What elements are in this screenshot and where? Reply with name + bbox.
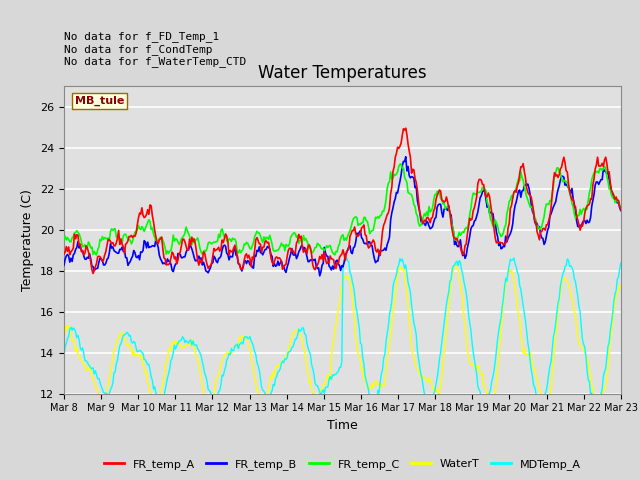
Legend: FR_temp_A, FR_temp_B, FR_temp_C, WaterT, MDTemp_A: FR_temp_A, FR_temp_B, FR_temp_C, WaterT,… [100, 454, 585, 474]
Title: Water Temperatures: Water Temperatures [258, 64, 427, 82]
Y-axis label: Temperature (C): Temperature (C) [22, 189, 35, 291]
Text: No data for f_FD_Temp_1
No data for f_CondTemp
No data for f_WaterTemp_CTD: No data for f_FD_Temp_1 No data for f_Co… [64, 31, 246, 67]
Text: MB_tule: MB_tule [75, 96, 125, 106]
X-axis label: Time: Time [327, 419, 358, 432]
